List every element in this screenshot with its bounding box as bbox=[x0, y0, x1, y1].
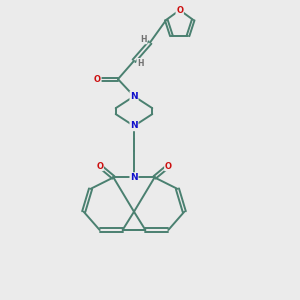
Text: H: H bbox=[137, 58, 144, 68]
Text: O: O bbox=[94, 75, 101, 84]
Text: N: N bbox=[130, 122, 138, 130]
Text: O: O bbox=[96, 161, 103, 170]
Text: O: O bbox=[176, 6, 183, 15]
Text: N: N bbox=[130, 92, 138, 101]
Text: N: N bbox=[130, 173, 138, 182]
Text: H: H bbox=[140, 34, 147, 43]
Text: O: O bbox=[165, 161, 172, 170]
